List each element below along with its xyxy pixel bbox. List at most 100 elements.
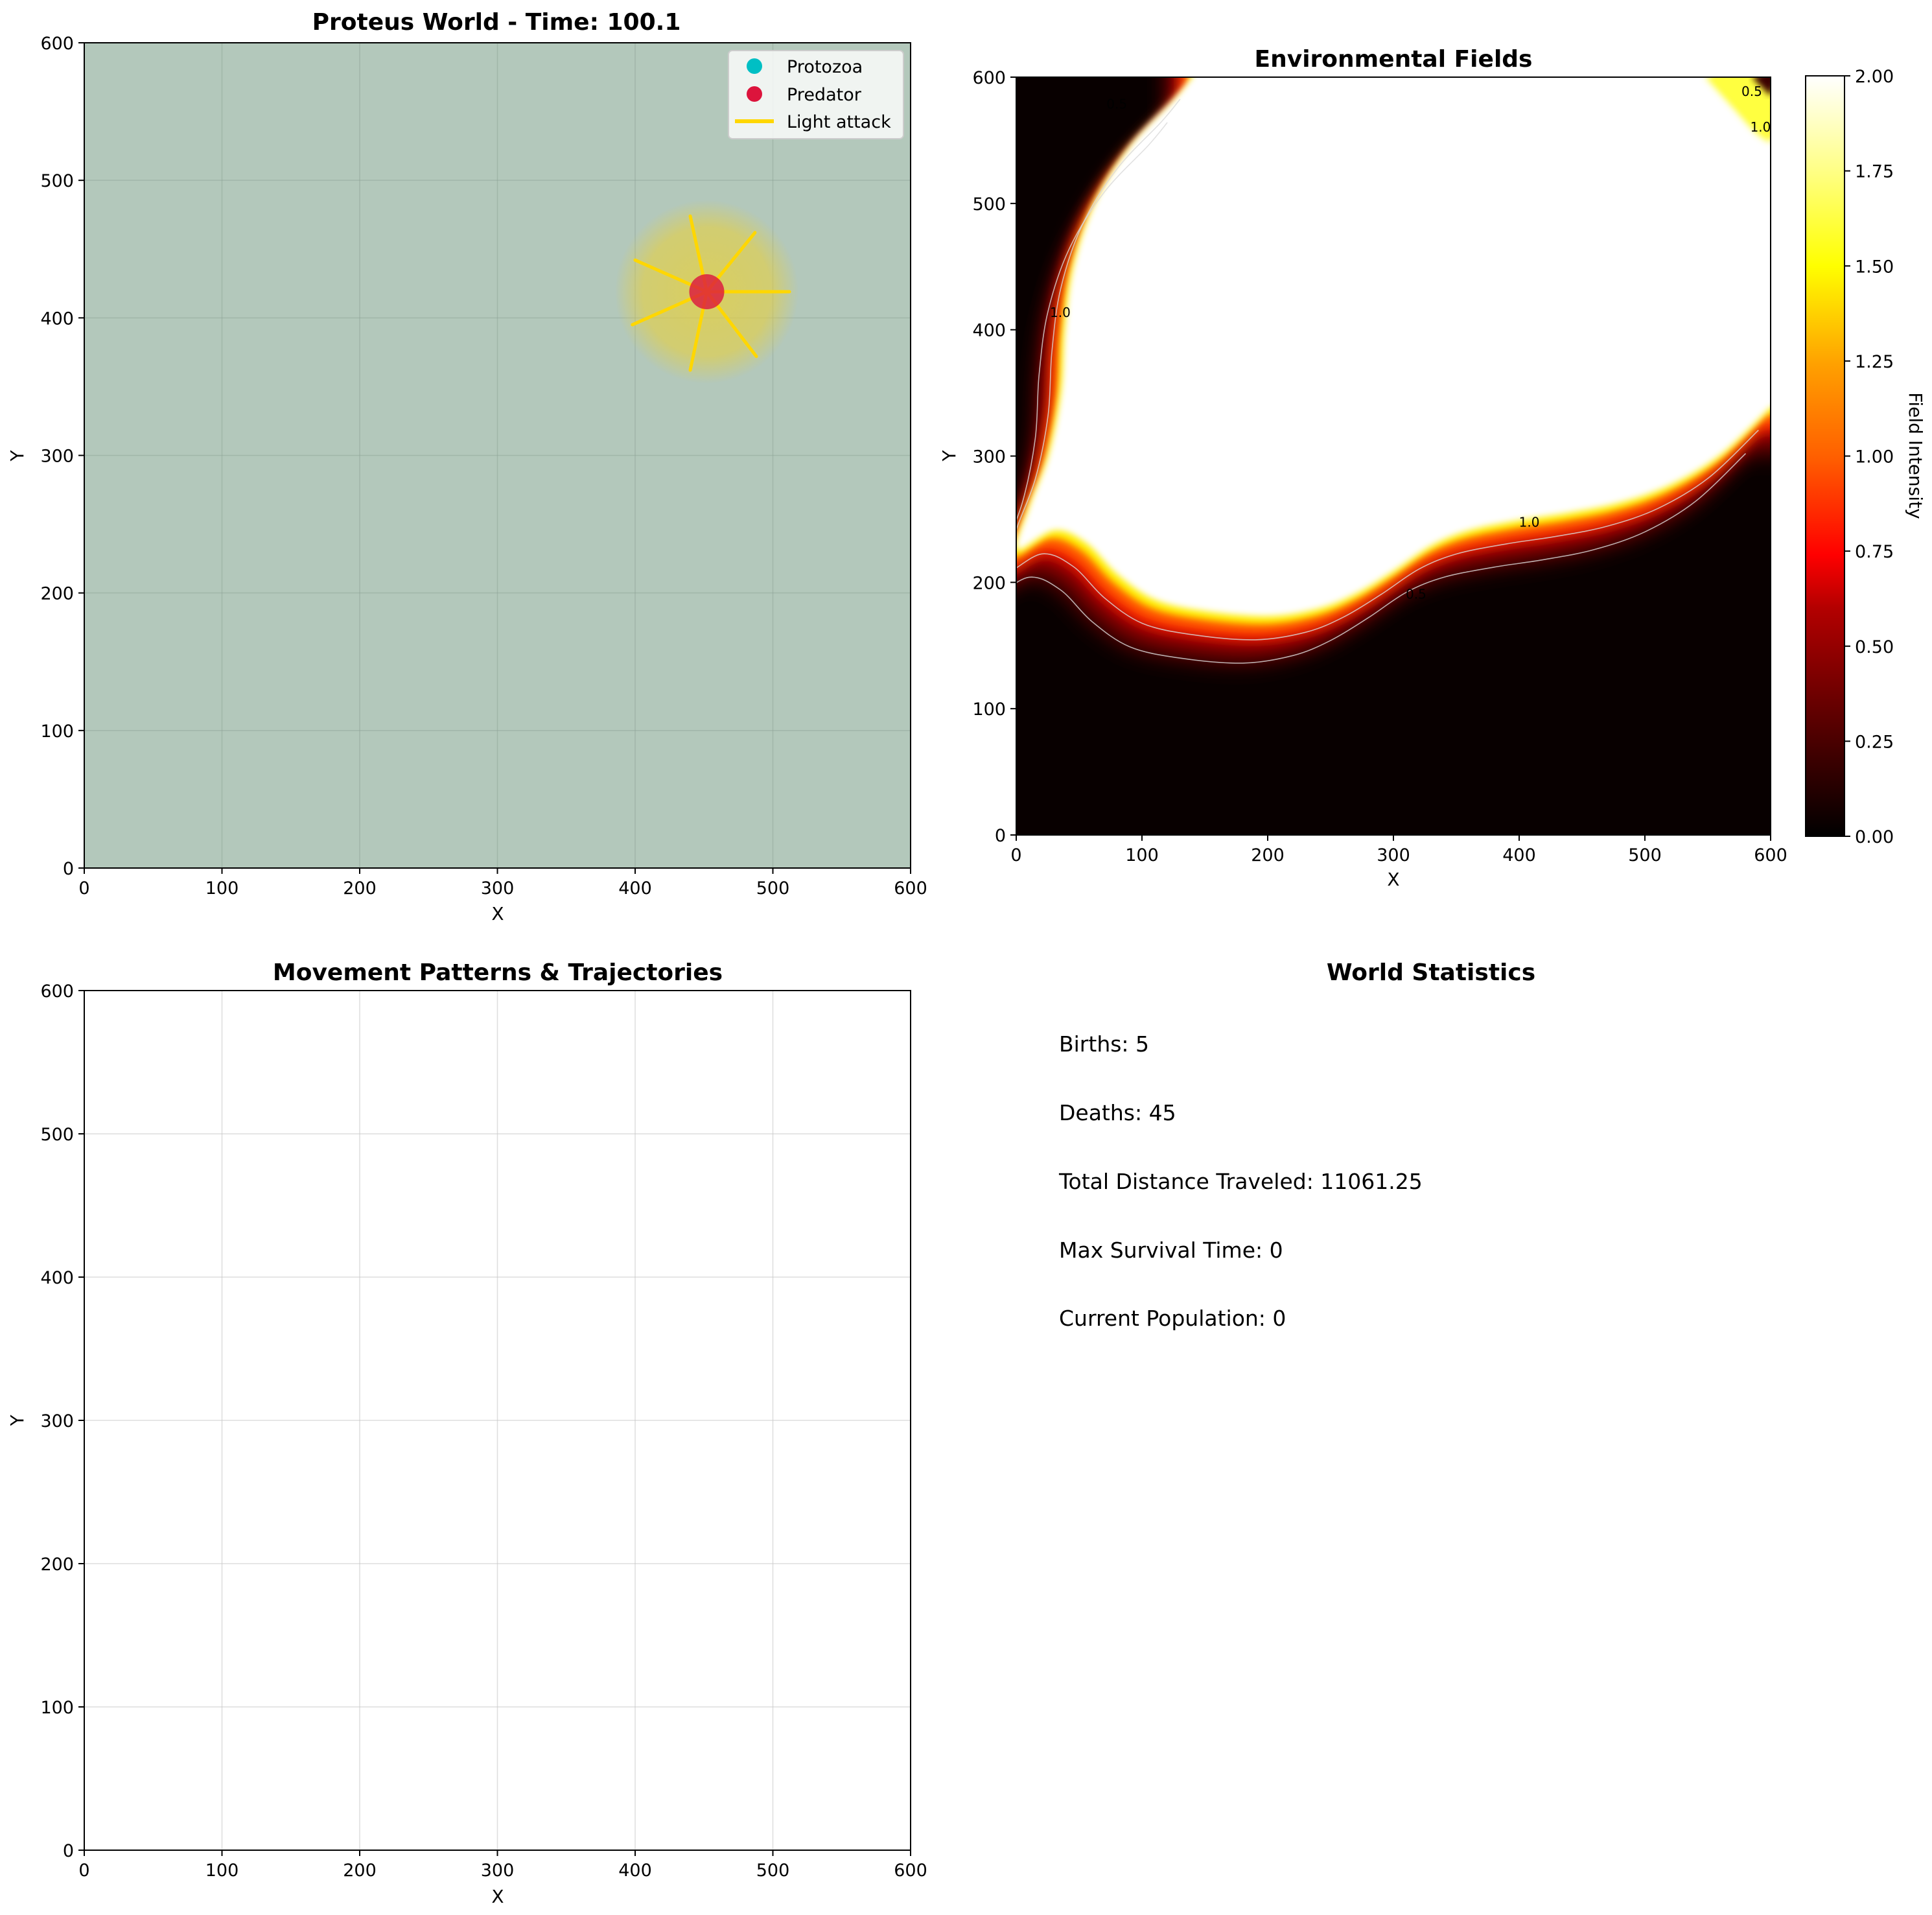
x-tick-label: 400 bbox=[618, 878, 652, 899]
panel-c-title: Movement Patterns & Trajectories bbox=[273, 959, 723, 986]
panel-c-ylabel: Y bbox=[6, 1415, 28, 1427]
panel-a-xlabel: X bbox=[491, 903, 504, 924]
x-tick-label: 0 bbox=[78, 1861, 89, 1881]
colorbar-tick-label: 2.00 bbox=[1855, 67, 1894, 87]
heatmap: 0.5 1.0 1.0 0.5 0.5 1.0 bbox=[1016, 77, 1771, 835]
x-tick-label: 0 bbox=[78, 878, 89, 899]
contour-label: 1.0 bbox=[1050, 305, 1071, 320]
panel-b-xlabel: X bbox=[1387, 869, 1399, 890]
y-tick-label: 100 bbox=[972, 699, 1006, 720]
colorbar: 0.00 0.25 0.50 0.75 1.00 1.25 1.50 1.75 2.00 Fie… bbox=[1805, 67, 1926, 847]
legend-protozoa-marker bbox=[747, 58, 762, 74]
legend-predator-label: Predator bbox=[787, 85, 862, 105]
x-tick-label: 100 bbox=[1125, 845, 1159, 865]
colorbar-label: Field Intensity bbox=[1905, 392, 1926, 519]
panel-c-xlabel: X bbox=[491, 1886, 504, 1907]
legend-predator-marker bbox=[747, 86, 762, 102]
x-tick-label: 600 bbox=[894, 878, 927, 899]
contour-label: 0.5 bbox=[1741, 84, 1762, 99]
y-tick-label: 0 bbox=[995, 826, 1006, 846]
panel-b-ticks: 0 100 200 300 400 500 600 0 100 200 300 400 500 600 bbox=[972, 68, 1787, 865]
panel-movement-patterns: Movement Patterns & Trajectories 0 100 200… bbox=[6, 959, 927, 1907]
y-tick-label: 100 bbox=[40, 722, 74, 742]
y-tick-label: 0 bbox=[63, 1841, 74, 1861]
contour-label: 0.5 bbox=[1106, 97, 1127, 112]
colorbar-tick-label: 1.00 bbox=[1855, 447, 1894, 467]
y-tick-label: 600 bbox=[40, 981, 74, 1002]
contour-line-0-5 bbox=[1016, 122, 1747, 664]
y-tick-label: 100 bbox=[40, 1698, 74, 1718]
y-tick-label: 600 bbox=[40, 34, 74, 54]
y-tick-label: 300 bbox=[40, 1411, 74, 1431]
y-tick-label: 500 bbox=[40, 171, 74, 191]
legend-box bbox=[728, 50, 904, 139]
contour-label: 0.5 bbox=[1406, 587, 1426, 602]
panel-a-background bbox=[84, 43, 911, 868]
panel-b-ylabel: Y bbox=[938, 450, 960, 462]
y-tick-label: 400 bbox=[972, 321, 1006, 341]
legend-light-attack-label: Light attack bbox=[787, 112, 891, 132]
x-tick-label: 200 bbox=[1251, 845, 1285, 865]
colorbar-bar bbox=[1805, 75, 1845, 837]
x-tick-label: 500 bbox=[1628, 845, 1662, 865]
y-tick-label: 400 bbox=[40, 309, 74, 329]
stat-births: Births: 5 bbox=[1059, 1031, 1149, 1057]
x-tick-label: 600 bbox=[894, 1861, 927, 1881]
y-tick-label: 400 bbox=[40, 1268, 74, 1288]
x-tick-label: 100 bbox=[205, 1861, 239, 1881]
panel-a-ticks: 0 100 200 300 400 500 600 0 100 200 300 400 500 600 bbox=[40, 34, 927, 899]
colorbar-tick-label: 1.25 bbox=[1855, 352, 1894, 372]
x-tick-label: 500 bbox=[756, 878, 790, 899]
corner-layer-dark bbox=[1751, 77, 1771, 97]
x-tick-label: 300 bbox=[481, 1861, 515, 1881]
corner-layer-yellow bbox=[1705, 77, 1771, 143]
stat-deaths: Deaths: 45 bbox=[1059, 1100, 1176, 1125]
y-tick-label: 300 bbox=[40, 447, 74, 467]
heatmap-layers bbox=[1016, 77, 1771, 666]
x-tick-label: 0 bbox=[1010, 845, 1021, 865]
x-tick-label: 400 bbox=[618, 1861, 652, 1881]
x-tick-label: 500 bbox=[756, 1861, 790, 1881]
panel-a-points bbox=[689, 274, 725, 310]
colorbar-tick-label: 1.50 bbox=[1855, 257, 1894, 277]
x-tick-label: 600 bbox=[1754, 845, 1787, 865]
panel-proteus-world: Proteus World - Time: 100.1 0 100 200 300 40… bbox=[6, 9, 927, 924]
stats-title: World Statistics bbox=[1327, 959, 1535, 986]
heat-layer-core bbox=[1016, 77, 1771, 617]
x-tick-label: 400 bbox=[1502, 845, 1536, 865]
colorbar-ticks: 0.00 0.25 0.50 0.75 1.00 1.25 1.50 1.75 2.00 bbox=[1845, 67, 1894, 847]
x-tick-label: 100 bbox=[205, 878, 239, 899]
colorbar-tick-label: 0.00 bbox=[1855, 827, 1894, 847]
colorbar-tick-label: 0.75 bbox=[1855, 542, 1894, 562]
x-tick-label: 300 bbox=[481, 878, 515, 899]
colorbar-tick-label: 0.25 bbox=[1855, 732, 1894, 752]
colorbar-tick-label: 0.50 bbox=[1855, 637, 1894, 657]
stat-max-survival: Max Survival Time: 0 bbox=[1059, 1238, 1283, 1263]
panel-b-title: Environmental Fields bbox=[1255, 46, 1533, 73]
x-tick-label: 200 bbox=[343, 1861, 377, 1881]
x-tick-label: 200 bbox=[343, 878, 377, 899]
predator-point bbox=[689, 274, 725, 310]
y-tick-label: 200 bbox=[40, 1555, 74, 1575]
contour-line-1-0 bbox=[1016, 99, 1759, 640]
panel-a-title: Proteus World - Time: 100.1 bbox=[312, 9, 681, 36]
panel-world-statistics: World Statistics Births: 5 Deaths: 45 To… bbox=[1058, 959, 1535, 1331]
y-tick-label: 200 bbox=[972, 573, 1006, 593]
stat-current-population: Current Population: 0 bbox=[1059, 1306, 1286, 1331]
contour-label: 1.0 bbox=[1519, 515, 1540, 530]
legend-protozoa-label: Protozoa bbox=[787, 57, 863, 77]
y-tick-label: 200 bbox=[40, 584, 74, 604]
y-tick-label: 600 bbox=[972, 68, 1006, 88]
contour-lines bbox=[1016, 99, 1759, 664]
panel-a-legend: Protozoa Predator Light attack bbox=[728, 50, 904, 139]
y-tick-label: 300 bbox=[972, 447, 1006, 467]
x-tick-label: 300 bbox=[1377, 845, 1410, 865]
panel-environmental-fields: Environmental Fields 0.51.01.00.50.51.0 … bbox=[938, 46, 1926, 890]
contour-label: 1.0 bbox=[1751, 119, 1771, 135]
y-tick-label: 0 bbox=[63, 859, 74, 879]
stat-total-distance: Total Distance Traveled: 11061.25 bbox=[1058, 1169, 1423, 1194]
colorbar-tick-label: 1.75 bbox=[1855, 162, 1894, 182]
y-tick-label: 500 bbox=[40, 1125, 74, 1145]
contour-labels: 0.5 1.0 1.0 0.5 0.5 1.0 bbox=[1050, 84, 1771, 602]
